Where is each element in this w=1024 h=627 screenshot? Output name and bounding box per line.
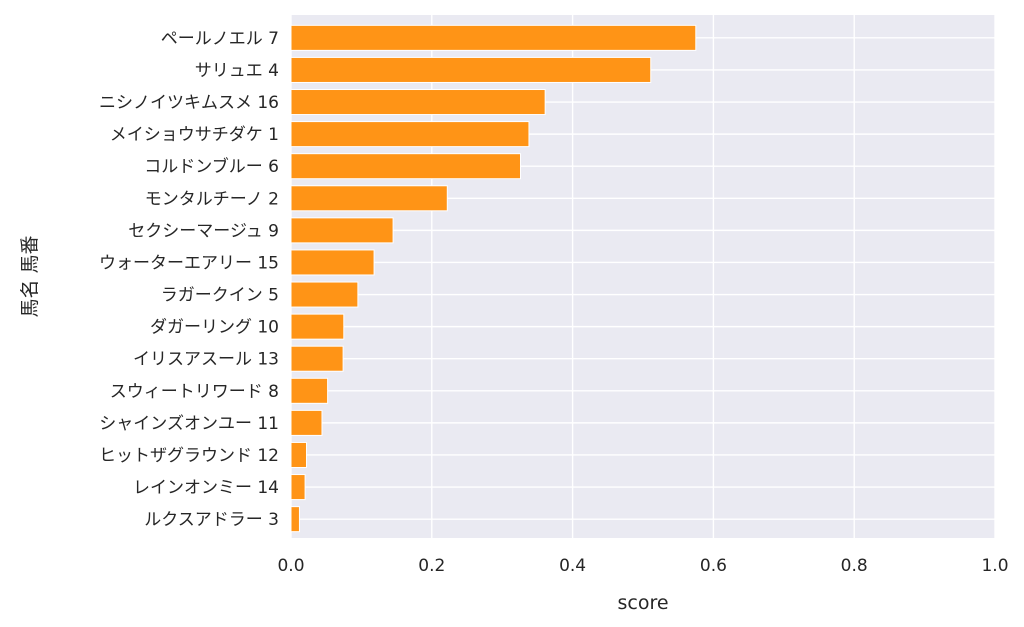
bar [290,217,394,244]
bar [290,441,307,468]
y-tick-label: ペールノエル 7 [161,29,279,49]
x-axis-label: score [617,592,668,614]
x-tick-label: 0.0 [277,556,304,576]
bars [290,24,697,533]
bar [290,345,344,372]
y-tick-label: メイショウサチダケ 1 [110,125,279,145]
x-tick-label: 1.0 [981,556,1008,576]
x-tick-label: 0.6 [700,556,727,576]
y-tick-label: ラガークイン 5 [161,286,279,306]
bar [290,24,697,51]
y-tick-label: シャインズオンユー 11 [99,414,279,434]
x-tick-label: 0.4 [559,556,586,576]
y-tick-labels: ペールノエル 7 サリュエ 4 ニシノイツキムスメ 16 メイショウサチダケ 1 コルド… [99,29,279,530]
bar [290,121,530,148]
bar [290,185,448,212]
bar [290,313,345,340]
y-tick-label: ダガーリング 10 [150,318,279,338]
bar [290,409,323,436]
bar [290,506,300,533]
y-tick-label: スウィートリワード 8 [110,382,279,402]
x-tick-label: 0.8 [841,556,868,576]
y-tick-label: ウォーターエアリー 15 [99,253,279,273]
bar [290,377,329,404]
y-tick-label: ヒットザグラウンド 12 [99,446,279,466]
y-tick-label: ニシノイツキムスメ 16 [99,93,279,113]
bar [290,249,375,276]
y-axis-label: 馬名 馬番 [19,235,41,317]
y-tick-label: ルクスアドラー 3 [144,510,279,530]
bar [290,281,359,308]
bar [290,89,546,116]
y-tick-label: セクシーマージュ 9 [128,221,279,241]
bar [290,56,652,83]
y-tick-label: サリュエ 4 [195,61,279,81]
x-tick-label: 0.2 [418,556,445,576]
y-tick-label: コルドンブルー 6 [144,156,279,177]
x-tick-labels: 0.0 0.2 0.4 0.6 0.8 1.0 [277,556,1008,576]
y-tick-label: モンタルチーノ 2 [145,189,279,209]
bar [290,153,522,180]
y-tick-label: レインオンミー 14 [133,478,279,498]
y-tick-label: イリスアスール 13 [133,350,279,370]
bar [290,474,306,501]
